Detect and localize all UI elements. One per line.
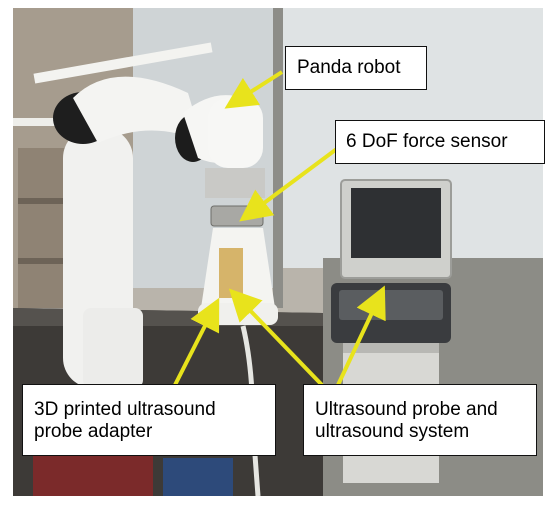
arrow-adapter (173, 297, 220, 386)
label-panda-text: Panda robot (297, 57, 401, 78)
robot-wrist (208, 98, 263, 168)
arrow-probe (228, 288, 324, 387)
robot-base (83, 308, 143, 388)
label-ultrasound-system: Ultrasound probe and ultrasound system (303, 384, 537, 456)
arrow-panda (224, 70, 284, 109)
window-frame (273, 8, 283, 308)
arrow-system (336, 285, 386, 386)
label-probe-adapter: 3D printed ultrasound probe adapter (22, 384, 276, 456)
cart-edge (343, 343, 439, 353)
label-force-text: 6 DoF force sensor (346, 131, 508, 152)
label-panda-robot: Panda robot (285, 46, 427, 90)
label-adapter-line2: probe adapter (34, 421, 153, 442)
ceiling-light (33, 42, 213, 84)
foreground-object-2 (163, 458, 233, 496)
ceiling-light-2 (13, 118, 73, 126)
label-force-sensor: 6 DoF force sensor (335, 120, 545, 164)
foreground-object (33, 448, 153, 496)
monitor-screen (351, 188, 441, 258)
robot-upper-arm (73, 76, 203, 143)
label-system-line2: ultrasound system (315, 421, 470, 442)
arrow-force-sensor (239, 146, 340, 222)
label-adapter-line1: 3D printed ultrasound (34, 399, 216, 420)
label-system-line1: Ultrasound probe and (315, 399, 498, 420)
